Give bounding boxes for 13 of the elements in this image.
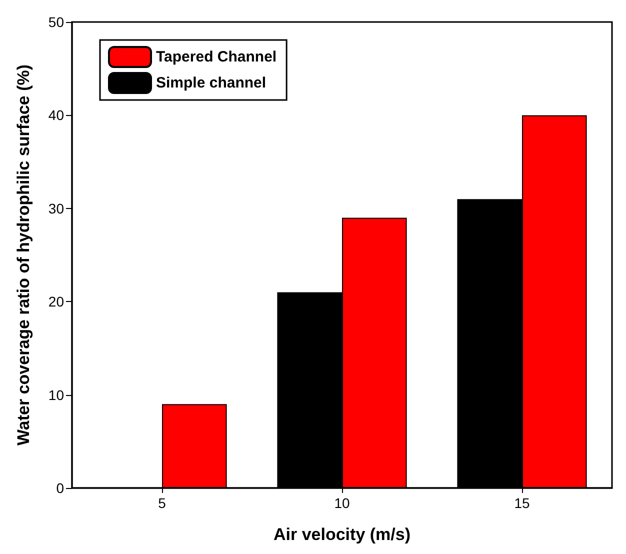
x-tick-label: 15 (514, 495, 530, 511)
legend-label: Simple channel (156, 74, 266, 92)
x-tick-label: 10 (334, 495, 350, 511)
y-tick-label: 0 (56, 480, 64, 496)
y-tick-label: 30 (48, 200, 64, 216)
legend-label: Tapered Channel (156, 48, 277, 66)
x-axis-title: Air velocity (m/s) (274, 525, 410, 544)
y-tick-label: 10 (48, 386, 64, 403)
y-tick-label: 50 (48, 14, 64, 30)
x-tick-label: 5 (158, 495, 166, 511)
y-tick-label: 20 (48, 294, 64, 310)
y-axis-title: Water coverage ratio of hydrophilic surface (%) (14, 64, 33, 446)
y-tick-label: 40 (48, 107, 64, 124)
